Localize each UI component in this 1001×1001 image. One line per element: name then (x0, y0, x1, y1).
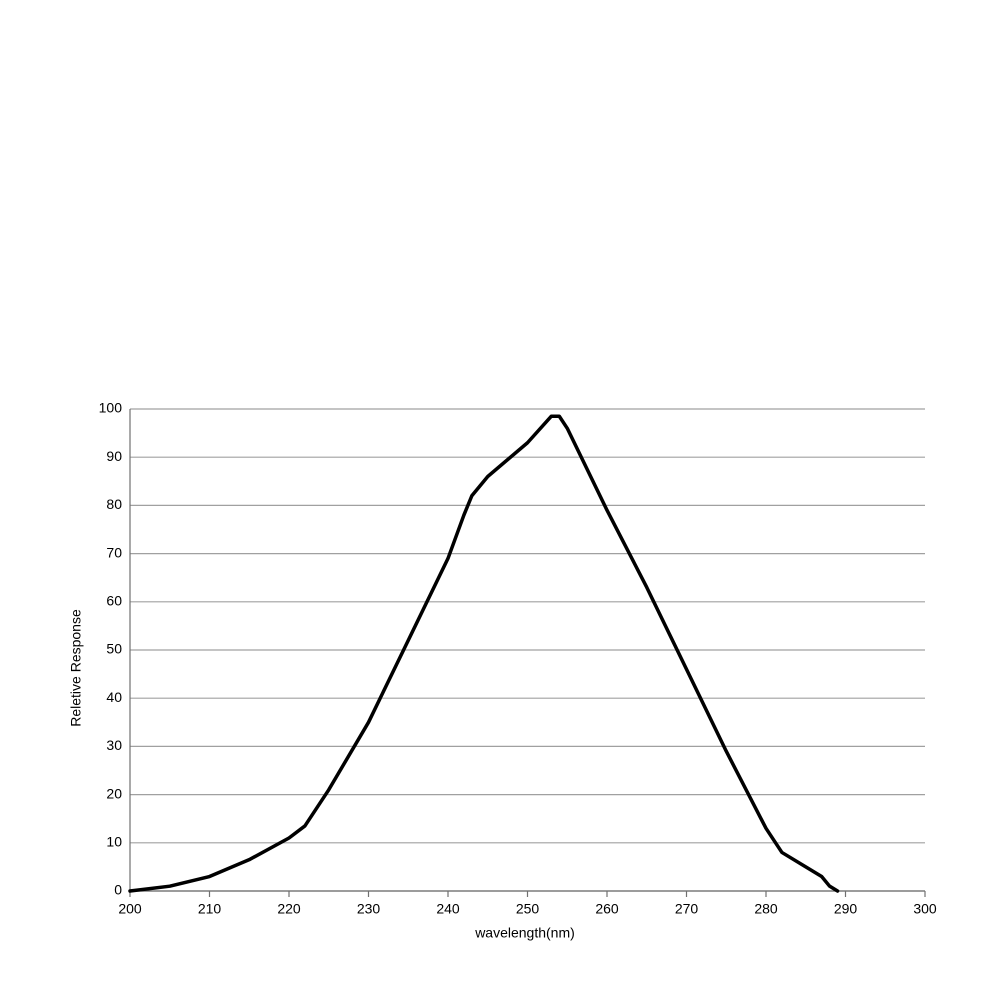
y-tick-label: 80 (106, 496, 122, 512)
y-tick-label: 90 (106, 448, 122, 464)
x-tick-label: 270 (675, 901, 699, 917)
y-tick-label: 0 (114, 882, 122, 898)
y-tick-label: 100 (99, 400, 123, 416)
y-tick-label: 30 (106, 737, 122, 753)
x-tick-label: 300 (913, 901, 937, 917)
x-tick-label: 280 (754, 901, 778, 917)
data-line (128, 414, 840, 893)
x-tick-label: 260 (595, 901, 619, 917)
y-tick-label: 60 (106, 593, 122, 609)
x-tick-label: 230 (357, 901, 381, 917)
y-tick-label: 10 (106, 834, 122, 850)
x-tick-label: 200 (118, 901, 142, 917)
x-tick-label: 250 (516, 901, 540, 917)
y-tick-label: 20 (106, 785, 122, 801)
x-tick-label: 210 (198, 901, 222, 917)
y-tick-label: 50 (106, 641, 122, 657)
y-axis-label: Reletive Response (68, 609, 84, 727)
y-tick-label: 70 (106, 544, 122, 560)
x-axis-label: wavelength(nm) (474, 925, 575, 941)
x-tick-label: 220 (277, 901, 301, 917)
x-tick-label: 240 (436, 901, 460, 917)
x-tick-label: 290 (834, 901, 858, 917)
y-tick-label: 40 (106, 689, 122, 705)
